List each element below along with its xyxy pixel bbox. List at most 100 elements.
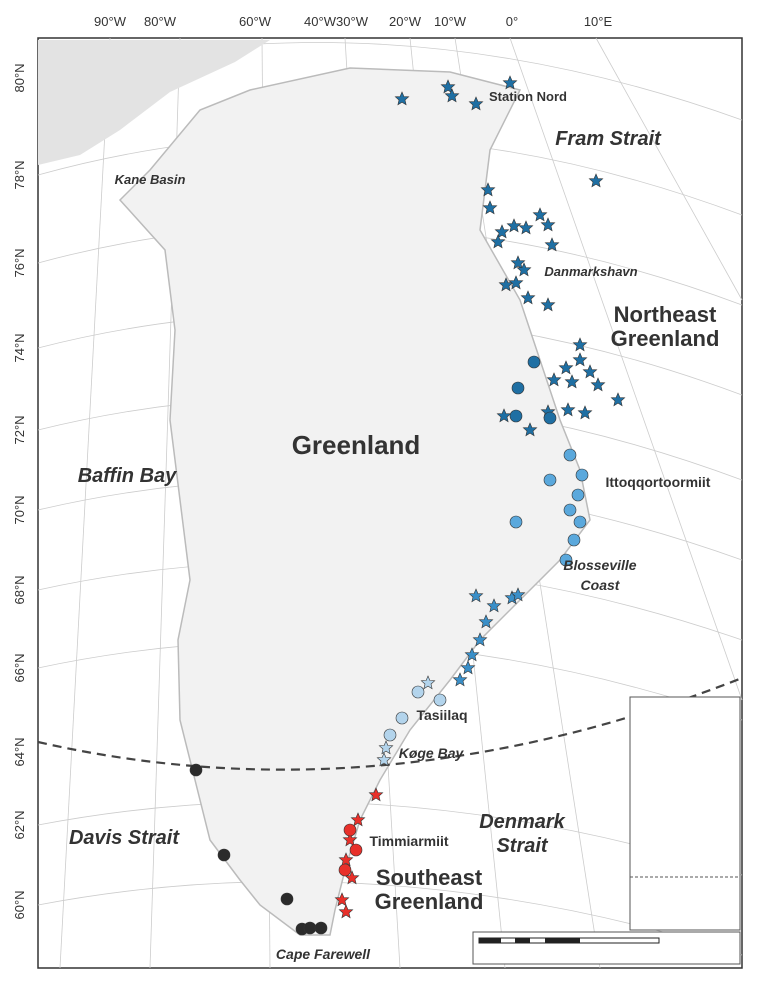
capture-marker [468,96,484,111]
capture-marker [460,660,476,675]
place-label: Coast [581,577,621,593]
place-label: Ittoqqortoormiit [606,474,711,490]
lon-label: 40°W [304,14,337,29]
capture-marker [496,408,512,423]
capture-marker [468,588,484,603]
lat-label: 66°N [12,653,27,682]
place-label: Cape Farewell [276,946,371,962]
harvest-marker [280,892,294,906]
harvest-marker [509,515,523,529]
harvest-marker [543,411,557,425]
capture-marker [342,832,358,847]
capture-marker [588,173,604,188]
capture-marker [522,422,538,437]
place-label: Fram Strait [555,128,662,150]
place-label: Northeast [614,302,717,327]
capture-marker [520,290,536,305]
harvest-marker [189,763,203,777]
capture-marker [464,647,480,662]
capture-marker [490,234,506,249]
capture-marker [334,892,350,907]
lon-label: 60°W [239,14,272,29]
capture-marker [338,852,354,867]
capture-marker [506,218,522,233]
capture-marker [478,614,494,629]
harvest-marker [527,355,541,369]
place-label: Greenland [375,889,484,914]
capture-marker [572,352,588,367]
capture-marker [544,237,560,252]
capture-marker [394,91,410,106]
harvest-marker [395,711,409,725]
harvest-marker [563,503,577,517]
harvest-marker [559,553,573,567]
lat-label: 74°N [12,333,27,362]
capture-marker [350,812,366,827]
capture-marker [486,598,502,613]
harvest-marker [563,448,577,462]
place-label: Kane Basin [115,172,186,187]
lat-label: 68°N [12,575,27,604]
harvest-marker [303,921,317,935]
capture-marker [572,337,588,352]
place-label: Danmarkshavn [544,264,637,279]
capture-marker [440,79,456,94]
capture-marker [472,632,488,647]
harvest-marker [573,515,587,529]
place-label: Tasiilaq [416,707,467,723]
capture-marker [540,217,556,232]
scale-seg [515,938,530,943]
capture-marker [577,405,593,420]
capture-marker [494,224,510,239]
lat-label: 76°N [12,248,27,277]
capture-marker [510,587,526,602]
latitude-divide [37,676,743,771]
capture-marker [378,740,394,755]
lon-label: 80°W [144,14,177,29]
capture-marker [368,787,384,802]
capture-marker [564,374,580,389]
capture-marker [482,200,498,215]
capture-marker [444,88,460,103]
capture-marker [452,672,468,687]
capture-marker [376,752,392,767]
harvest-marker [411,685,425,699]
place-label: Greenland [611,326,720,351]
capture-marker [502,75,518,90]
place-label: Strait [496,835,548,857]
capture-marker [610,392,626,407]
lat-label: 64°N [12,737,27,766]
scale-seg [545,938,580,943]
capture-marker [510,255,526,270]
lon-label: 90°W [94,14,127,29]
capture-marker [420,675,436,690]
scale-box [472,931,741,965]
land-canada [38,40,270,165]
harvest-marker [571,488,585,502]
lat-label: 80°N [12,63,27,92]
capture-marker [560,402,576,417]
legend-box [629,696,741,931]
capture-marker [508,275,524,290]
harvest-marker [543,473,557,487]
harvest-marker [575,468,589,482]
place-label: Greenland [292,430,421,460]
place-label: Blosseville [563,557,636,573]
capture-marker [516,262,532,277]
lon-label: 0° [506,14,518,29]
capture-marker [518,220,534,235]
lat-label: 72°N [12,415,27,444]
place-label: Southeast [376,865,483,890]
harvest-marker [433,693,447,707]
harvest-marker [217,848,231,862]
scale-seg [479,938,501,943]
samples [189,75,626,936]
harvest-marker [511,381,525,395]
capture-marker [532,207,548,222]
lon-label: 10°E [584,14,613,29]
capture-marker [480,182,496,197]
place-label: Denmark [479,811,565,833]
place-label: Køge Bay [399,745,465,761]
capture-marker [338,904,354,919]
